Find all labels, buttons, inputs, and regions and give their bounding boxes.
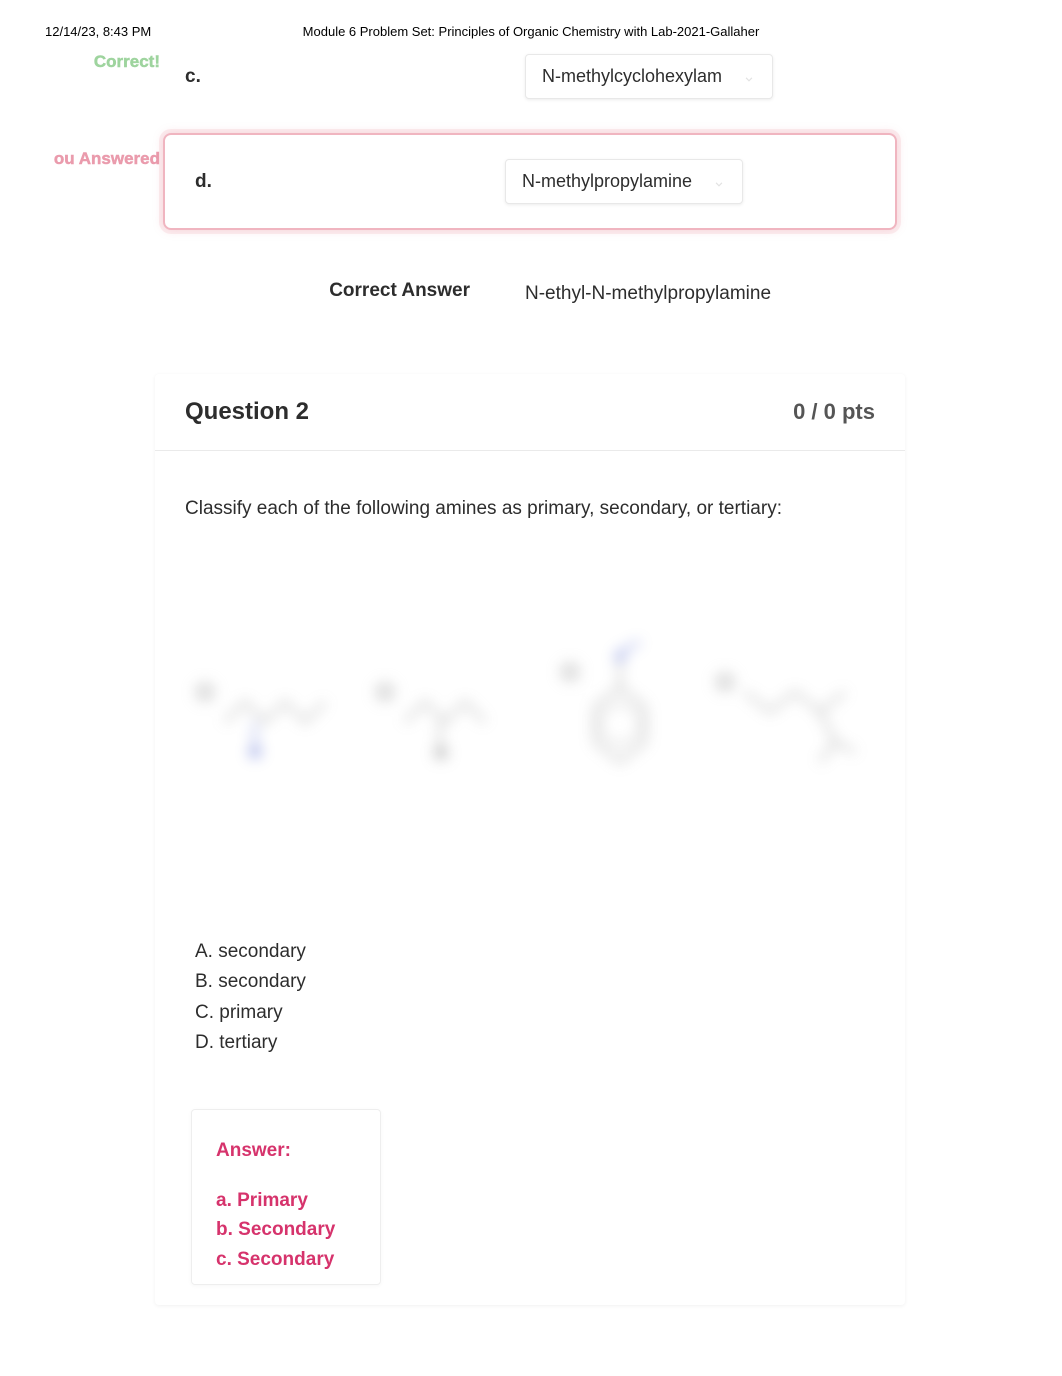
correct-answer-label: Correct Answer	[185, 280, 525, 309]
choice-list: A. secondary B. secondary C. primary D. …	[185, 937, 875, 1099]
answer-callout-box: Answer: a. Primary b. Secondary c. Secon…	[191, 1109, 381, 1285]
dropdown-c[interactable]: N-methylcyclohexylam	[525, 54, 773, 99]
question-2-points: 0 / 0 pts	[793, 399, 875, 425]
q1-option-c-row: c. N-methylcyclohexylam	[155, 40, 905, 113]
molecule-d	[705, 642, 895, 782]
chevron-down-icon	[742, 70, 756, 84]
molecule-image-strip	[185, 567, 875, 857]
choice-d: D. tertiary	[195, 1028, 865, 1058]
molecule-a	[185, 652, 355, 772]
answer-heading: Answer:	[216, 1140, 356, 1162]
molecule-c	[545, 632, 695, 792]
q1-option-d-wrong-frame: d. N-methylpropylamine	[163, 133, 897, 230]
question-2-card: Question 2 0 / 0 pts Classify each of th…	[155, 374, 905, 1305]
question-2-header: Question 2 0 / 0 pts	[155, 374, 905, 451]
choice-a: A. secondary	[195, 937, 865, 967]
choice-c: C. primary	[195, 998, 865, 1028]
answer-line-c: c. Secondary	[216, 1245, 356, 1274]
molecule-b	[365, 652, 535, 772]
option-letter-c: c.	[185, 66, 525, 88]
option-letter-d: d.	[195, 171, 505, 193]
dropdown-d[interactable]: N-methylpropylamine	[505, 159, 743, 204]
answer-line-a: a. Primary	[216, 1186, 356, 1215]
chevron-down-icon	[712, 175, 726, 189]
q1-correct-answer-row: Correct Answer N-ethyl-N-methylpropylami…	[155, 260, 905, 359]
margin-correct-label: Correct!	[0, 52, 160, 72]
dropdown-d-value: N-methylpropylamine	[522, 171, 692, 192]
question-2-body: Classify each of the following amines as…	[155, 451, 905, 1305]
print-doc-title: Module 6 Problem Set: Principles of Orga…	[0, 24, 1062, 39]
content-column: c. N-methylcyclohexylam d. N-methylpropy…	[155, 40, 905, 1305]
question-2-prompt: Classify each of the following amines as…	[185, 496, 875, 523]
dropdown-c-value: N-methylcyclohexylam	[542, 66, 722, 87]
choice-b: B. secondary	[195, 967, 865, 997]
answer-line-b: b. Secondary	[216, 1215, 356, 1244]
question-2-title: Question 2	[185, 398, 309, 426]
margin-answered-label: ou Answered	[0, 149, 160, 169]
correct-answer-text: N-ethyl-N-methylpropylamine	[525, 280, 771, 309]
